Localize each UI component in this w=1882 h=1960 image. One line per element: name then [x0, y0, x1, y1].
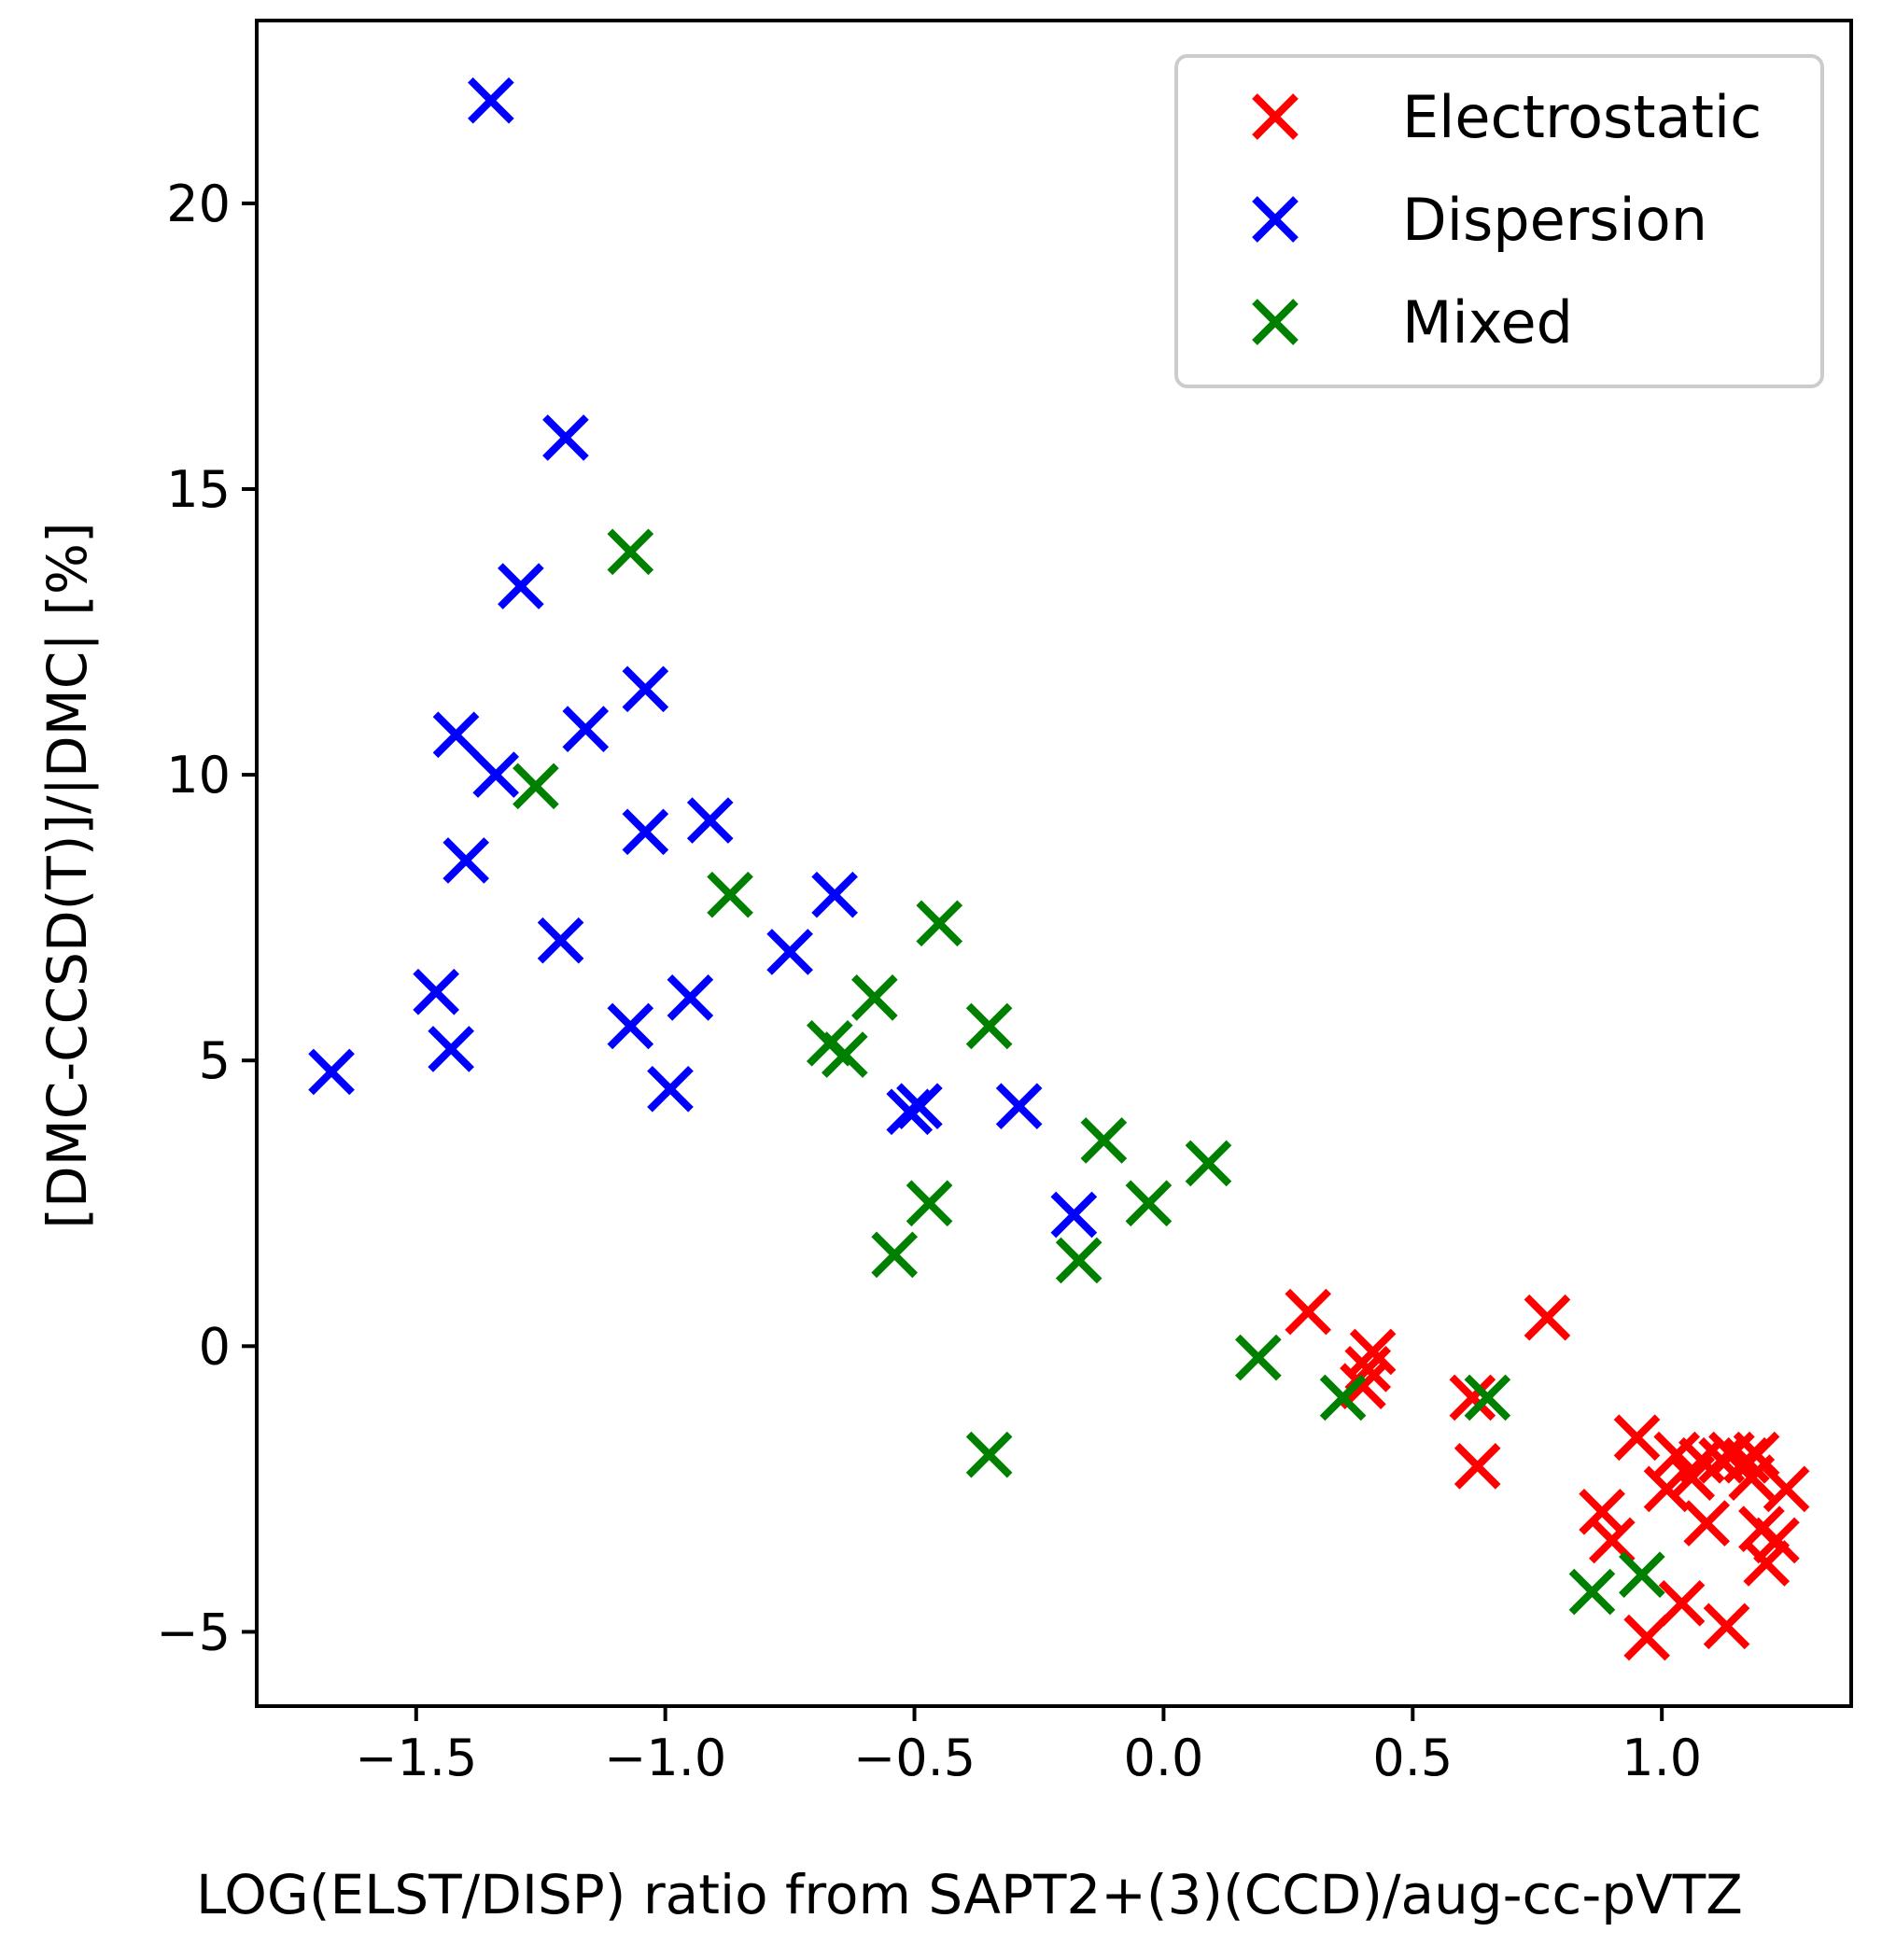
electrostatic-marker — [1613, 1414, 1661, 1462]
data-marks — [308, 77, 1810, 1661]
mixed-marker — [906, 1180, 953, 1227]
mixed-marker — [916, 900, 963, 947]
mixed-marker — [1125, 1180, 1173, 1227]
mixed-marker — [707, 871, 753, 918]
mixed-marker — [1185, 1140, 1232, 1187]
mixed-marker — [513, 763, 559, 810]
mixed-legend-marker — [1252, 299, 1299, 345]
dispersion-marker — [995, 1083, 1043, 1130]
electrostatic-marker — [1623, 1614, 1670, 1661]
plot-frame — [255, 19, 1853, 1708]
mixed-marker — [965, 1002, 1013, 1050]
x-tick-label: 0.5 — [1372, 1729, 1453, 1787]
dispersion-marker — [442, 837, 490, 884]
x-tick-label: −1.5 — [355, 1729, 477, 1787]
electrostatic-marker — [1703, 1603, 1750, 1650]
dispersion-marker — [562, 706, 610, 752]
mixed-marker — [1235, 1334, 1282, 1381]
y-tick-label: 20 — [166, 175, 231, 233]
legend-label-mixed: Mixed — [1402, 288, 1573, 357]
electrostatic-marker — [1285, 1288, 1332, 1336]
dispersion-marker — [686, 797, 734, 844]
mixed-marker — [821, 1031, 868, 1078]
y-axis: −5 0 5 10 15 20 — [156, 175, 257, 1661]
electrostatic-marker — [1643, 1465, 1691, 1513]
mixed-marker — [1055, 1237, 1103, 1284]
mixed-marker — [851, 974, 898, 1021]
electrostatic-marker — [1743, 1540, 1791, 1587]
dispersion-marker — [1050, 1191, 1098, 1239]
dispersion-marker — [811, 871, 858, 918]
mixed-marker — [607, 528, 654, 576]
y-tick-label: −5 — [156, 1603, 231, 1661]
x-tick-label: 1.0 — [1622, 1729, 1702, 1787]
y-tick-label: 0 — [199, 1317, 231, 1376]
dispersion-marker — [622, 665, 669, 713]
mixed-marker — [1080, 1117, 1128, 1164]
dispersion-legend-marker — [1252, 196, 1299, 243]
mixed-marker — [965, 1431, 1013, 1478]
legend: Electrostatic Dispersion Mixed — [1174, 54, 1824, 388]
electrostatic-legend-marker — [1252, 93, 1299, 140]
dispersion-marker — [308, 1048, 355, 1096]
y-axis-label: [DMC-CCSD(T)]/|DMC| [%] — [35, 522, 99, 1228]
dispersion-marker — [498, 563, 544, 609]
mixed-marker — [871, 1231, 919, 1279]
y-tick-label: 10 — [166, 746, 231, 805]
dispersion-marker — [472, 751, 520, 798]
mixed-marker — [1568, 1568, 1616, 1616]
x-axis-label: LOG(ELST/DISP) ratio from SAPT2+(3)(CCD)… — [196, 1863, 1743, 1926]
dispersion-marker — [667, 974, 714, 1021]
dispersion-marker — [896, 1083, 943, 1130]
y-tick-label: 15 — [166, 460, 231, 519]
electrostatic-marker — [1524, 1294, 1571, 1341]
electrostatic-marker — [1683, 1500, 1731, 1547]
x-tick-label: 0.0 — [1123, 1729, 1203, 1787]
x-axis: −1.5 −1.0 −0.5 0.0 0.5 1.0 — [355, 1706, 1702, 1787]
legend-label-dispersion: Dispersion — [1402, 186, 1707, 254]
legend-box — [1174, 54, 1824, 388]
electrostatic-marker — [1349, 1328, 1397, 1376]
electrostatic-marker — [1449, 1374, 1496, 1421]
dispersion-marker — [622, 808, 669, 856]
dispersion-marker — [537, 917, 584, 964]
electrostatic-marker — [1753, 1517, 1800, 1564]
mixed-marker — [1319, 1374, 1367, 1421]
dispersion-marker — [432, 711, 480, 759]
electrostatic-marker — [1579, 1489, 1625, 1535]
dispersion-marker — [766, 929, 813, 975]
legend-label-electrostatic: Electrostatic — [1402, 83, 1762, 151]
x-tick-label: −0.5 — [853, 1729, 976, 1787]
electrostatic-marker — [1454, 1443, 1501, 1490]
dispersion-marker — [468, 77, 514, 124]
x-tick-label: −1.0 — [604, 1729, 726, 1787]
dispersion-marker — [647, 1065, 694, 1113]
electrostatic-marker — [1763, 1465, 1810, 1513]
dispersion-marker — [542, 414, 589, 461]
y-tick-label: 5 — [199, 1031, 231, 1090]
dispersion-marker — [428, 1026, 474, 1072]
mixed-marker — [1464, 1374, 1511, 1421]
dispersion-marker — [413, 968, 459, 1015]
electrostatic-marker — [1658, 1579, 1706, 1627]
mixed-marker — [1618, 1551, 1665, 1599]
dispersion-marker — [607, 1002, 654, 1050]
